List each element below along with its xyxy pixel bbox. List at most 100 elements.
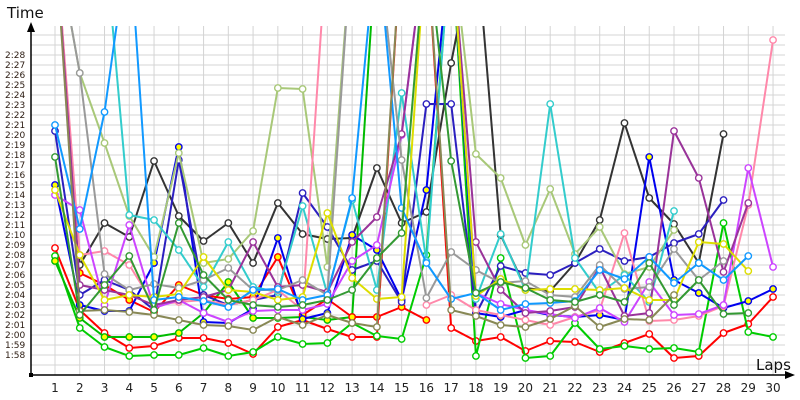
x-tick-label: 7 <box>200 381 208 395</box>
x-tick-label: 17 <box>444 381 459 395</box>
x-tick-label: 10 <box>270 381 285 395</box>
data-point <box>75 225 84 233</box>
data-point <box>521 309 530 317</box>
data-point <box>694 310 703 318</box>
x-tick-label: 18 <box>468 381 483 395</box>
data-point <box>125 291 134 299</box>
data-point <box>595 323 604 331</box>
data-point <box>372 254 381 262</box>
data-point <box>496 278 505 286</box>
data-point <box>273 333 282 341</box>
data-point <box>422 186 431 194</box>
data-point <box>719 240 728 248</box>
data-point <box>620 275 629 283</box>
data-point <box>348 231 357 239</box>
data-point <box>719 276 728 284</box>
y-tick-label: 2:26 <box>5 71 25 81</box>
data-point <box>571 254 579 262</box>
data-point <box>199 253 208 261</box>
data-point <box>174 351 183 359</box>
data-point <box>645 316 654 324</box>
data-point <box>174 293 183 301</box>
data-point <box>719 196 728 204</box>
data-point <box>670 279 678 287</box>
data-point <box>521 284 530 292</box>
data-point <box>521 277 530 285</box>
data-point <box>620 342 629 350</box>
data-point <box>670 354 678 362</box>
y-tick-label: 2:08 <box>5 251 25 261</box>
data-point <box>521 354 530 362</box>
data-point <box>174 246 183 254</box>
data-point <box>273 199 282 207</box>
data-point <box>595 216 604 224</box>
data-point <box>298 340 307 348</box>
data-point <box>224 264 233 272</box>
data-point <box>670 127 678 135</box>
data-point <box>298 230 307 238</box>
data-point <box>447 306 456 314</box>
data-point <box>323 311 332 319</box>
data-point <box>447 100 456 108</box>
data-point <box>397 293 406 301</box>
x-tick-label: 3 <box>101 381 109 395</box>
data-point <box>422 294 431 302</box>
data-point <box>571 298 579 306</box>
y-tick-label: 2:04 <box>5 291 25 301</box>
y-tick-label: 2:06 <box>5 271 25 281</box>
data-point <box>372 323 381 331</box>
data-point <box>249 326 257 334</box>
series-line <box>111 26 675 303</box>
data-point <box>273 253 282 261</box>
x-tick-label: 20 <box>518 381 533 395</box>
data-point <box>595 266 604 274</box>
data-point <box>397 229 406 237</box>
y-tick-label: 2:18 <box>5 151 25 161</box>
data-point <box>273 323 282 331</box>
data-point <box>719 268 728 276</box>
data-point <box>249 286 257 294</box>
data-point <box>694 230 703 238</box>
series-line <box>54 26 774 359</box>
y-tick-label: 2:14 <box>5 191 25 201</box>
data-point <box>571 338 579 346</box>
data-point <box>199 334 208 342</box>
data-point <box>694 276 703 284</box>
data-point <box>472 352 480 360</box>
x-tick-label: 25 <box>642 381 657 395</box>
data-point <box>645 283 654 291</box>
data-point <box>75 69 84 77</box>
data-point <box>496 230 505 238</box>
data-point <box>224 352 233 360</box>
data-point <box>224 219 233 227</box>
data-point <box>100 108 109 116</box>
data-point <box>323 325 332 333</box>
data-point <box>521 316 530 324</box>
data-point <box>595 223 604 231</box>
y-tick-label: 2:19 <box>5 141 25 151</box>
data-point <box>769 333 777 341</box>
y-tick-label: 2:00 <box>5 331 25 341</box>
data-point <box>100 219 109 227</box>
data-point <box>670 245 678 253</box>
data-point <box>447 59 456 67</box>
data-point <box>199 344 208 352</box>
data-point <box>125 352 134 360</box>
y-tick-label: 2:28 <box>5 51 25 61</box>
data-point <box>75 311 84 319</box>
data-point <box>645 194 654 202</box>
data-point <box>100 333 109 341</box>
x-tick-label: 12 <box>320 381 335 395</box>
data-point <box>472 312 480 320</box>
x-tick-label: 1 <box>51 381 59 395</box>
series-1 <box>51 26 777 362</box>
data-point <box>125 211 134 219</box>
data-point <box>75 206 84 214</box>
data-point <box>397 89 406 97</box>
data-point <box>174 329 183 337</box>
data-point <box>249 314 257 322</box>
data-point <box>496 286 505 294</box>
data-point <box>75 324 84 332</box>
data-point <box>323 339 332 347</box>
x-tick-label: 29 <box>741 381 756 395</box>
